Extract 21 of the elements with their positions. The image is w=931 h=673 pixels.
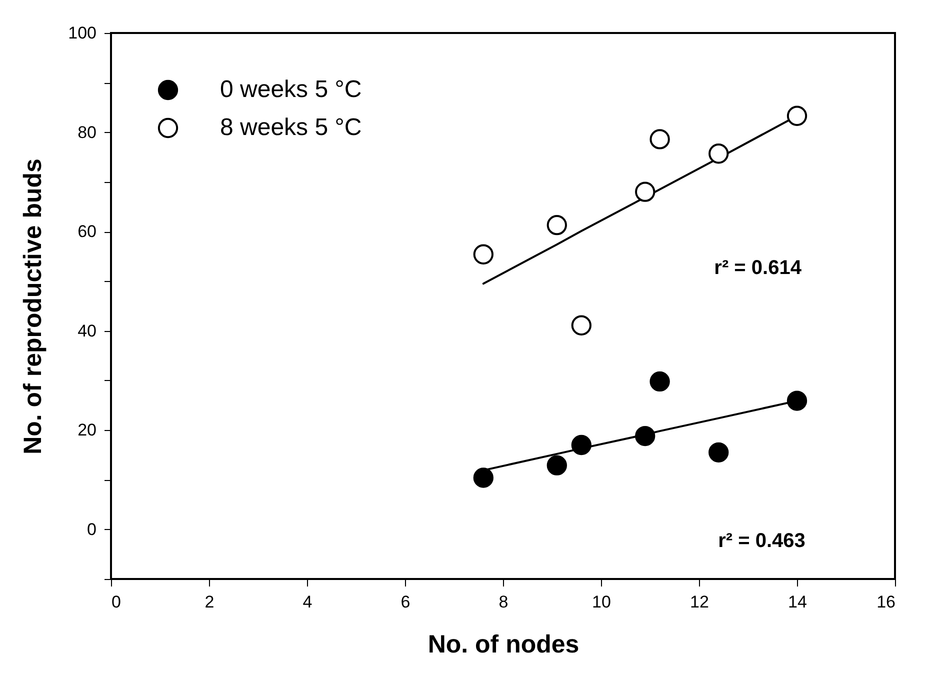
x-tick-label: 16: [876, 592, 896, 612]
y-tick-label: 60: [78, 222, 96, 242]
y-tick-label: 80: [78, 122, 96, 142]
y-axis-title: No. of reproductive buds: [19, 158, 48, 454]
x-tick-label: 6: [400, 592, 410, 612]
y-tick-label: 20: [78, 420, 96, 440]
annotation: r² = 0.614: [714, 256, 802, 279]
x-axis-title: No. of nodes: [428, 630, 580, 658]
legend-label: 0 weeks 5 °C: [220, 76, 362, 103]
x-tick-label: 12: [690, 592, 709, 612]
y-tick-label: 100: [68, 24, 96, 42]
x-tick-label: 10: [592, 592, 611, 612]
x-tick-label: 8: [498, 592, 508, 612]
y-tick-label: 0: [87, 520, 96, 539]
x-tick-label: 14: [788, 592, 807, 612]
x-tick-label: 0: [112, 592, 121, 612]
x-tick-label: 2: [204, 592, 214, 612]
y-tick-label: 40: [78, 321, 96, 340]
annotation: r² = 0.463: [718, 530, 806, 552]
x-tick-label: 4: [302, 592, 312, 612]
legend-label: 8 weeks 5 °C: [220, 114, 362, 141]
